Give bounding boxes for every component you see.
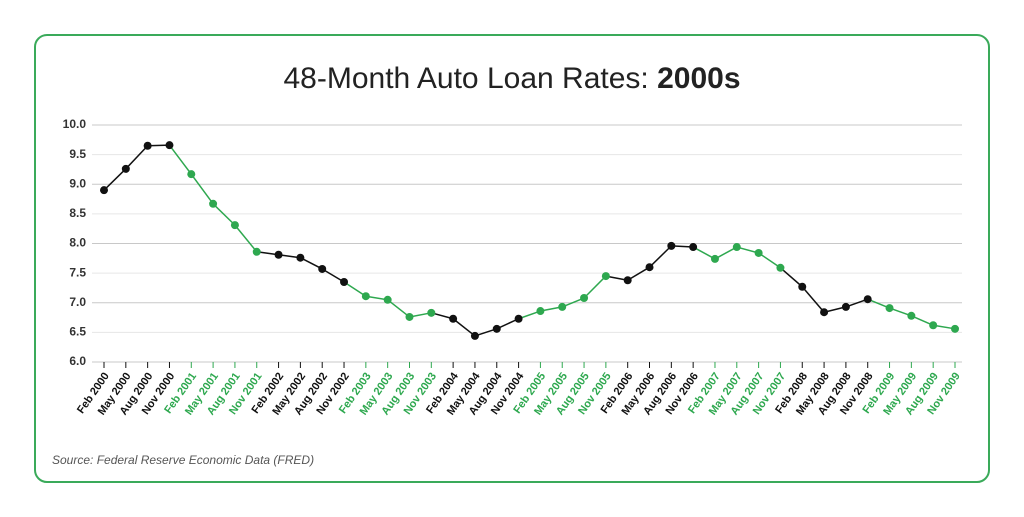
y-tick-label: 6.0: [69, 354, 86, 368]
data-point: [776, 263, 785, 272]
data-point: [710, 254, 719, 263]
line-segment: [387, 299, 410, 318]
line-segment: [583, 275, 607, 299]
data-point: [558, 302, 567, 311]
data-point: [121, 164, 130, 173]
data-point: [667, 241, 676, 250]
data-point: [100, 186, 108, 195]
line-segment: [692, 246, 716, 260]
data-point: [209, 199, 218, 208]
y-tick-label: 7.5: [69, 265, 86, 279]
data-point: [514, 314, 523, 323]
card-border: [34, 34, 990, 483]
data-point: [798, 282, 807, 291]
data-point: [427, 308, 436, 317]
source-note: Source: Federal Reserve Economic Data (F…: [52, 453, 314, 467]
line-segment: [168, 144, 192, 175]
data-point: [841, 302, 850, 311]
y-tick-label: 6.5: [69, 325, 86, 339]
line-segment: [648, 245, 672, 268]
data-point: [187, 170, 196, 179]
data-point: [929, 321, 938, 330]
data-point: [623, 276, 632, 285]
y-tick-label: 9.5: [69, 147, 86, 161]
line-segment: [234, 224, 258, 253]
data-point: [143, 141, 152, 150]
data-point: [754, 248, 763, 257]
line-segment: [758, 252, 781, 269]
data-point: [252, 247, 261, 256]
data-point: [907, 311, 916, 320]
line-segment: [627, 266, 650, 281]
y-tick-label: 8.5: [69, 206, 86, 220]
line-segment: [779, 267, 803, 288]
data-point: [492, 324, 501, 333]
line-segment: [321, 268, 345, 283]
data-point: [470, 331, 479, 340]
chart-title: 48-Month Auto Loan Rates: 2000s: [283, 62, 740, 95]
line-segment: [190, 173, 214, 205]
data-point: [601, 272, 610, 281]
data-point: [951, 324, 959, 333]
data-point: [383, 295, 392, 304]
data-point: [732, 243, 741, 252]
data-point: [536, 307, 545, 316]
title-bold: 2000s: [657, 62, 740, 95]
data-point: [274, 250, 283, 259]
data-point: [689, 243, 698, 252]
title-text: 48-Month Auto Loan Rates:: [283, 62, 648, 95]
data-point: [449, 314, 458, 323]
data-point: [165, 141, 174, 150]
line-segment: [212, 203, 236, 226]
line-segment: [452, 318, 476, 337]
data-point: [340, 278, 349, 287]
data-point: [296, 253, 305, 262]
y-tick-label: 9.0: [69, 176, 86, 190]
y-tick-label: 8.0: [69, 236, 86, 250]
line-segment: [343, 281, 367, 297]
y-tick-label: 10.0: [63, 117, 87, 131]
data-point: [405, 312, 414, 321]
data-point: [318, 264, 327, 273]
line-segment: [496, 318, 519, 330]
line-segment: [125, 145, 149, 170]
data-point: [361, 292, 370, 301]
data-point: [885, 304, 894, 313]
data-point: [230, 221, 239, 230]
y-tick-label: 7.0: [69, 295, 86, 309]
data-point: [645, 263, 654, 272]
data-point: [820, 308, 829, 317]
line-segment: [801, 286, 825, 313]
data-point: [580, 294, 589, 303]
line-segment: [300, 257, 323, 270]
data-point: [863, 295, 872, 304]
line-segment: [103, 168, 127, 191]
line-segment: [714, 246, 738, 260]
